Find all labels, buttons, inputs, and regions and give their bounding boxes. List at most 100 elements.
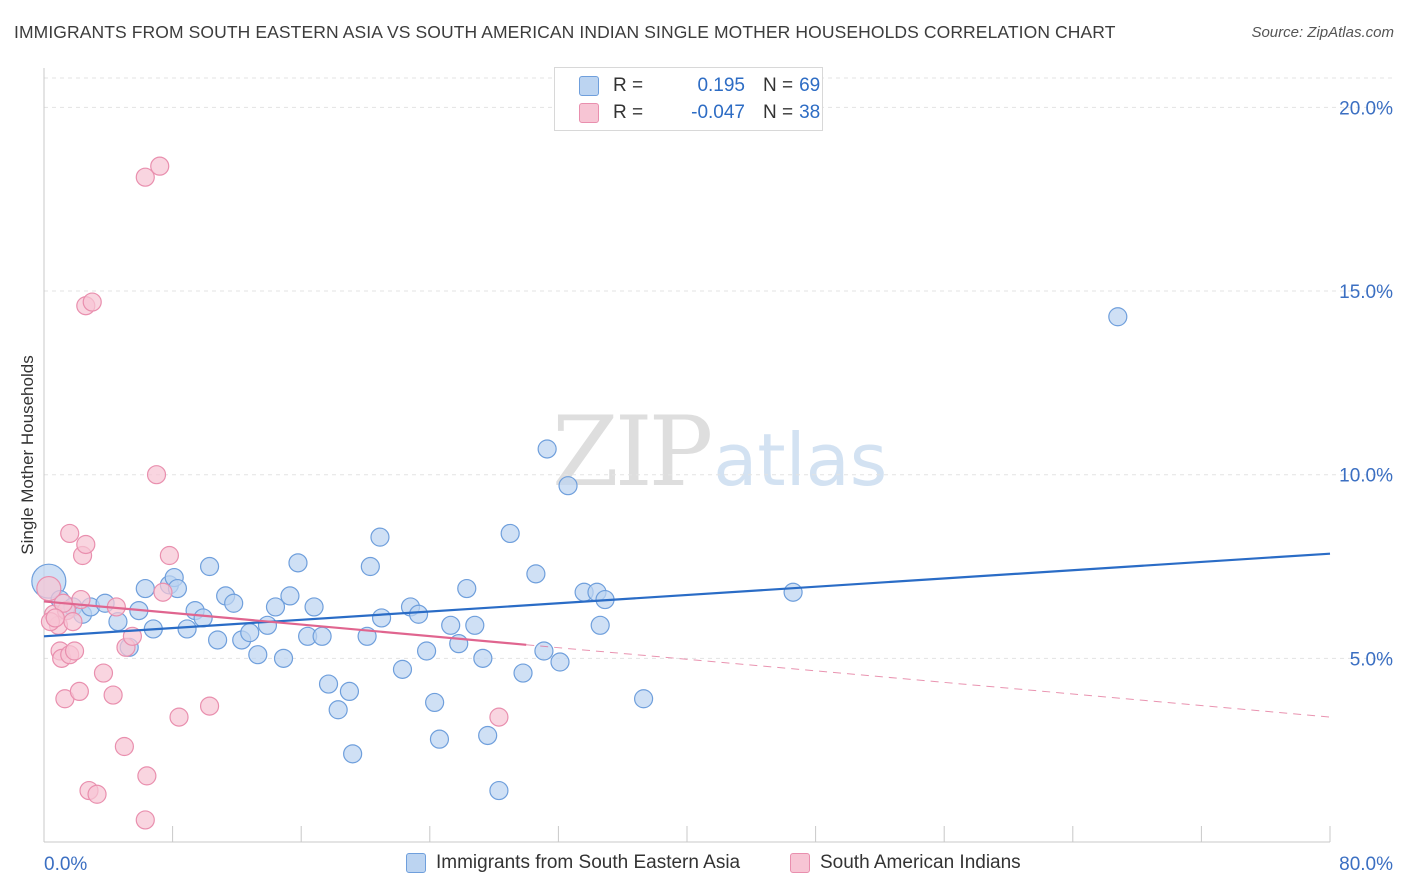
point-immigrants-south-eastern-asia (208, 630, 228, 650)
y-tick-label: 5.0% (1350, 649, 1393, 670)
point-immigrants-south-eastern-asia (633, 689, 654, 709)
point-immigrants-south-eastern-asia (392, 659, 413, 679)
point-immigrants-south-eastern-asia (534, 641, 554, 661)
point-immigrants-south-eastern-asia (280, 586, 300, 606)
point-immigrants-south-eastern-asia (473, 648, 493, 668)
point-immigrants-south-eastern-asia (783, 582, 803, 602)
point-immigrants-south-eastern-asia (265, 597, 286, 617)
point-south-american-indians (199, 696, 220, 716)
series-legend-swatch-pink (790, 853, 810, 873)
legend-swatch-pink (579, 103, 599, 123)
point-immigrants-south-eastern-asia (465, 615, 485, 635)
y-tick-label: 15.0% (1339, 282, 1393, 303)
point-immigrants-south-eastern-asia (590, 615, 610, 635)
point-south-american-indians (64, 641, 85, 661)
point-south-american-indians (150, 156, 170, 176)
legend-r-label: R = (613, 75, 644, 96)
point-south-american-indians (137, 766, 157, 786)
legend-n-label: N = (763, 102, 794, 123)
point-south-american-indians (45, 608, 65, 628)
point-immigrants-south-eastern-asia (288, 553, 308, 573)
source-label: Source: ZipAtlas.com (1251, 24, 1394, 41)
watermark: ZIPatlas (552, 404, 887, 501)
trend-line-south-american-indians (43, 600, 527, 646)
point-south-american-indians (76, 534, 96, 555)
point-immigrants-south-eastern-asia (550, 652, 570, 672)
point-immigrants-south-eastern-asia (328, 700, 348, 720)
correlation-legend: R = 0.195 N = 69 R = -0.047 N = 38 (554, 67, 823, 131)
point-south-american-indians (36, 575, 62, 602)
point-south-american-indians (82, 292, 102, 312)
point-immigrants-south-eastern-asia (371, 608, 392, 628)
point-immigrants-south-eastern-asia (408, 604, 429, 624)
legend-n-label: N = (763, 75, 794, 96)
point-immigrants-south-eastern-asia (441, 615, 461, 635)
point-immigrants-south-eastern-asia (370, 527, 390, 547)
series-legend-item-pink: South American Indians (790, 852, 1021, 874)
point-immigrants-south-eastern-asia (199, 556, 220, 577)
point-immigrants-south-eastern-asia (429, 729, 450, 749)
point-south-american-indians (169, 707, 189, 727)
x-tick-label: 80.0% (1339, 854, 1393, 875)
point-south-american-indians (93, 663, 114, 683)
series-legend-label: Immigrants from South Eastern Asia (436, 852, 741, 873)
legend-swatch-blue (579, 76, 599, 96)
series-legend-swatch-blue (406, 853, 426, 873)
legend-r-value: 0.195 (697, 75, 745, 96)
point-immigrants-south-eastern-asia (339, 681, 360, 702)
point-south-american-indians (60, 523, 80, 544)
point-immigrants-south-eastern-asia (360, 556, 380, 577)
trend-line-immigrants-south-eastern-asia (43, 552, 1331, 638)
point-south-american-indians (103, 685, 123, 705)
point-immigrants-south-eastern-asia (425, 692, 445, 713)
y-tick-label: 10.0% (1339, 466, 1393, 487)
point-south-american-indians (69, 681, 89, 702)
series-legend: Immigrants from South Eastern Asia South… (0, 852, 1406, 878)
y-axis-label: Single Mother Households (18, 355, 37, 555)
trend-line-south-american-indians-dashed (526, 644, 1331, 718)
point-immigrants-south-eastern-asia (478, 725, 498, 746)
point-south-american-indians (159, 545, 179, 566)
point-immigrants-south-eastern-asia (489, 780, 509, 801)
point-immigrants-south-eastern-asia (416, 641, 437, 661)
point-immigrants-south-eastern-asia (558, 476, 578, 496)
legend-r-value: -0.047 (691, 102, 745, 123)
watermark-zip: ZIP (552, 396, 713, 508)
point-south-american-indians (114, 736, 134, 757)
point-immigrants-south-eastern-asia (135, 578, 155, 599)
point-immigrants-south-eastern-asia (312, 626, 332, 646)
point-immigrants-south-eastern-asia (457, 578, 477, 599)
point-immigrants-south-eastern-asia (193, 608, 213, 628)
point-immigrants-south-eastern-asia (318, 674, 339, 694)
y-tick-label: 20.0% (1339, 98, 1393, 119)
point-immigrants-south-eastern-asia (1108, 307, 1128, 327)
point-south-american-indians (87, 784, 107, 804)
point-immigrants-south-eastern-asia (257, 615, 278, 635)
watermark-atlas: atlas (713, 418, 888, 502)
point-south-american-indians (489, 707, 509, 727)
point-south-american-indians (146, 465, 167, 485)
legend-n-value: 69 (799, 75, 821, 96)
chart-title: IMMIGRANTS FROM SOUTH EASTERN ASIA VS SO… (14, 22, 1116, 42)
point-immigrants-south-eastern-asia (500, 523, 520, 544)
point-immigrants-south-eastern-asia (248, 645, 268, 665)
point-immigrants-south-eastern-asia (537, 439, 557, 459)
legend-r-label: R = (613, 102, 644, 123)
point-south-american-indians (135, 810, 155, 830)
legend-row-blue: R = 0.195 N = 69 (579, 74, 820, 98)
point-immigrants-south-eastern-asia (273, 648, 294, 668)
point-south-american-indians (63, 612, 83, 632)
point-south-american-indians (135, 167, 155, 187)
point-immigrants-south-eastern-asia (240, 623, 260, 643)
legend-row-pink: R = -0.047 N = 38 (579, 101, 820, 125)
point-immigrants-south-eastern-asia (526, 564, 546, 584)
series-legend-item-blue: Immigrants from South Eastern Asia (406, 852, 740, 874)
point-immigrants-south-eastern-asia (177, 619, 197, 639)
legend-n-value: 38 (799, 102, 821, 123)
x-tick-label: 0.0% (44, 854, 87, 875)
series-legend-label: South American Indians (820, 852, 1021, 873)
point-immigrants-south-eastern-asia (343, 744, 363, 764)
point-immigrants-south-eastern-asia (513, 663, 533, 683)
point-immigrants-south-eastern-asia (304, 597, 324, 617)
